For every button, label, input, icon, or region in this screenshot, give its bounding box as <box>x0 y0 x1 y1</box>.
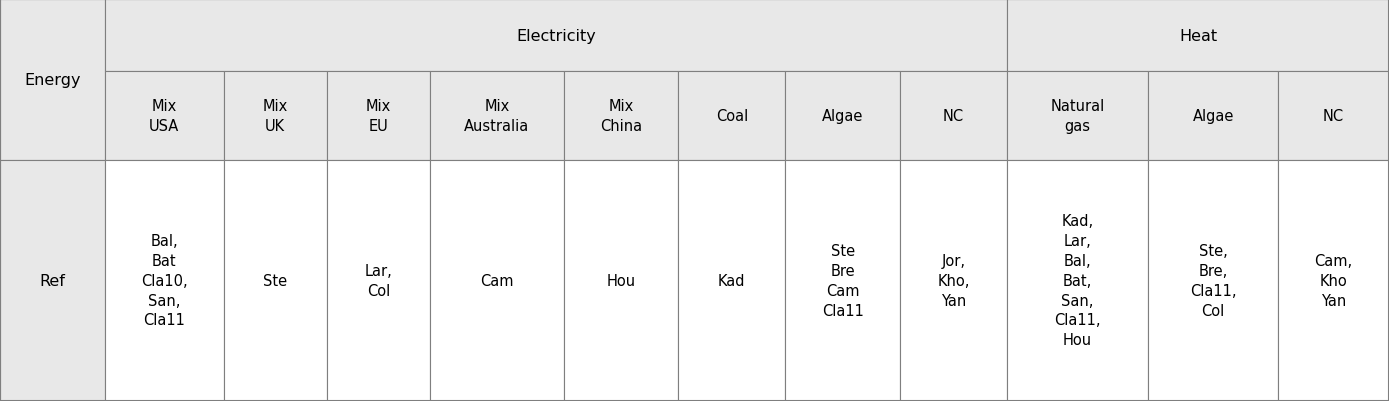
Text: Electricity: Electricity <box>517 28 596 44</box>
Text: Natural
gas: Natural gas <box>1050 99 1104 134</box>
Text: Lar,
Col: Lar, Col <box>364 263 392 298</box>
Bar <box>678 160 785 401</box>
Bar <box>900 160 1007 401</box>
Text: Jor,
Kho,
Yan: Jor, Kho, Yan <box>938 253 970 308</box>
Text: Kad: Kad <box>718 273 746 288</box>
Text: Cam,
Kho
Yan: Cam, Kho Yan <box>1314 253 1353 308</box>
Text: Coal: Coal <box>715 109 747 124</box>
Bar <box>564 72 678 160</box>
Text: Algae: Algae <box>1193 109 1233 124</box>
Text: Ste
Bre
Cam
Cla11: Ste Bre Cam Cla11 <box>822 243 864 318</box>
Text: Ste: Ste <box>263 273 288 288</box>
Text: Ref: Ref <box>40 273 65 288</box>
Bar <box>429 160 564 401</box>
Bar <box>1149 72 1278 160</box>
Bar <box>564 160 678 401</box>
Text: Mix
China: Mix China <box>600 99 642 134</box>
Bar <box>1278 160 1389 401</box>
Bar <box>1149 160 1278 401</box>
Bar <box>106 72 224 160</box>
Text: Ste,
Bre,
Cla11,
Col: Ste, Bre, Cla11, Col <box>1190 243 1236 318</box>
Text: NC: NC <box>943 109 964 124</box>
Bar <box>106 160 224 401</box>
Text: NC: NC <box>1324 109 1345 124</box>
Bar <box>224 160 326 401</box>
Bar <box>326 72 429 160</box>
Text: Heat: Heat <box>1179 28 1217 44</box>
Text: Bal,
Bat
Cla10,
San,
Cla11: Bal, Bat Cla10, San, Cla11 <box>142 234 188 328</box>
Bar <box>785 160 900 401</box>
Bar <box>1007 72 1149 160</box>
Text: Hou: Hou <box>607 273 636 288</box>
Bar <box>0 0 106 160</box>
Text: Kad,
Lar,
Bal,
Bat,
San,
Cla11,
Hou: Kad, Lar, Bal, Bat, San, Cla11, Hou <box>1054 214 1101 347</box>
Bar <box>224 72 326 160</box>
Bar <box>1007 160 1149 401</box>
Text: Mix
EU: Mix EU <box>365 99 390 134</box>
Bar <box>429 72 564 160</box>
Text: Energy: Energy <box>24 73 81 88</box>
Bar <box>1007 0 1389 72</box>
Text: Mix
USA: Mix USA <box>149 99 179 134</box>
Bar <box>326 160 429 401</box>
Text: Mix
Australia: Mix Australia <box>464 99 529 134</box>
Bar <box>900 72 1007 160</box>
Text: Cam: Cam <box>481 273 514 288</box>
Text: Mix
UK: Mix UK <box>263 99 288 134</box>
Bar <box>1278 72 1389 160</box>
Text: Algae: Algae <box>822 109 863 124</box>
Bar <box>106 0 1007 72</box>
Bar <box>678 72 785 160</box>
Bar <box>785 72 900 160</box>
Bar <box>0 160 106 401</box>
